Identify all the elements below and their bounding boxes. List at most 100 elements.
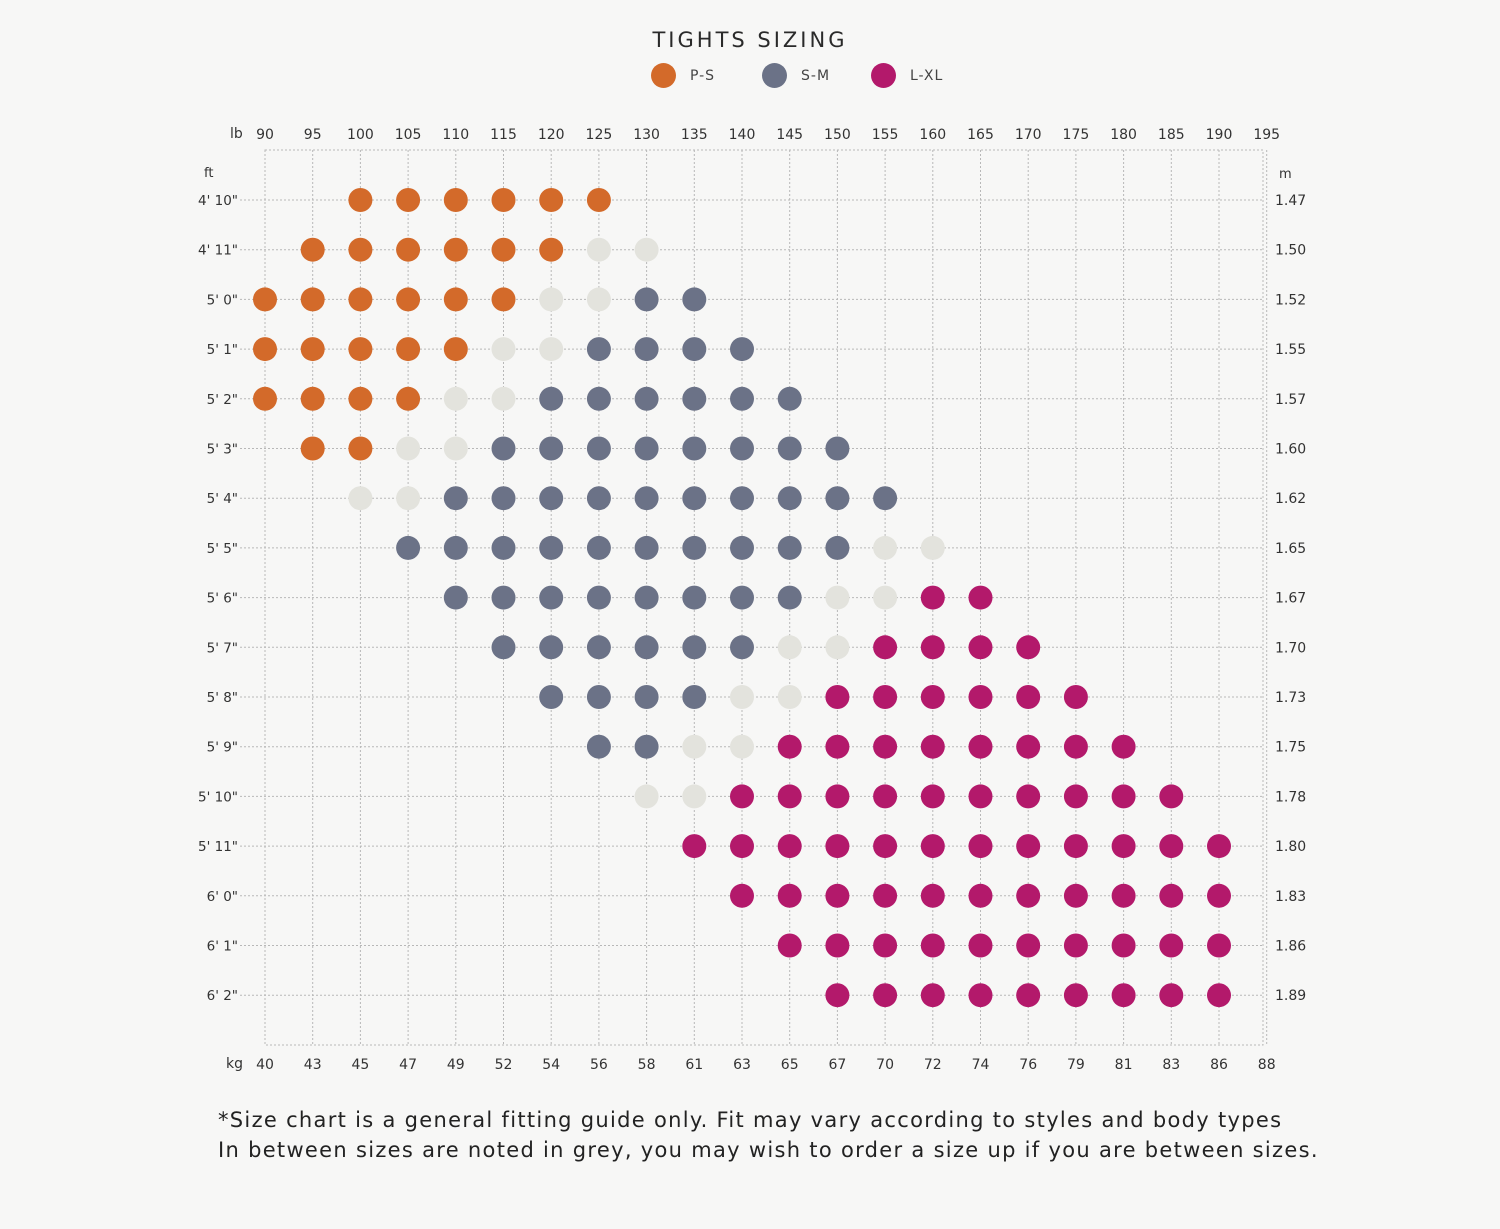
y-tick-label-m: 1.57: [1275, 392, 1306, 408]
sm-dot: [491, 436, 516, 461]
between-sizes-dot: [873, 585, 898, 610]
lxl-dot: [1016, 784, 1041, 809]
y-tick-label-ft: 5' 1": [207, 342, 238, 358]
sm-dot: [682, 585, 707, 610]
sm-dot: [491, 535, 516, 560]
lxl-dot: [777, 883, 802, 908]
ps-dot: [396, 337, 421, 362]
sm-dot: [586, 535, 611, 560]
legend-item-lxl: L-XL: [871, 63, 943, 88]
between-sizes-dot: [730, 685, 754, 709]
x-tick-label-lb: 115: [490, 127, 517, 143]
x-unit-bottom: kg: [226, 1056, 243, 1072]
between-sizes-dot: [634, 237, 659, 262]
lxl-dot: [1207, 983, 1231, 1008]
y-tick-label-ft: 6' 2": [207, 988, 238, 1004]
y-tick-label-m: 1.75: [1275, 740, 1306, 756]
sm-dot: [539, 585, 564, 610]
lxl-dot: [730, 883, 754, 908]
x-tick-label-lb: 160: [919, 127, 946, 143]
lxl-dot: [920, 834, 945, 859]
sm-dot: [539, 486, 564, 511]
lxl-dot: [1016, 983, 1041, 1008]
chart-title: TIGHTS SIZING: [652, 28, 848, 52]
lxl-dot: [968, 883, 993, 908]
lxl-dot: [873, 933, 898, 958]
sm-dot: [586, 635, 611, 660]
sm-dot: [491, 585, 516, 610]
lxl-dot: [825, 883, 850, 908]
y-tick-label-m: 1.73: [1275, 690, 1306, 706]
x-tick-label-lb: 95: [304, 127, 322, 143]
x-tick-label-lb: 195: [1253, 127, 1280, 143]
sm-dot: [634, 734, 659, 759]
lxl-dot: [920, 685, 945, 709]
sm-dot: [825, 486, 850, 511]
lxl-dot: [1159, 834, 1184, 859]
sm-dot: [730, 535, 754, 560]
legend-label-lxl: L-XL: [910, 67, 944, 84]
between-sizes-dot: [396, 486, 421, 511]
x-tick-label-kg: 45: [351, 1057, 369, 1073]
x-tick-label-lb: 105: [395, 127, 422, 143]
sm-dot: [873, 486, 898, 511]
sm-dot: [586, 585, 611, 610]
ps-dot: [300, 337, 325, 362]
x-tick-label-lb: 170: [1015, 127, 1042, 143]
lxl-dot: [682, 834, 707, 859]
x-unit-top: lb: [230, 126, 243, 142]
lxl-dot: [730, 834, 754, 859]
lxl-dot: [777, 933, 802, 958]
lxl-dot: [1159, 883, 1184, 908]
y-tick-label-ft: 4' 11": [198, 243, 238, 259]
lxl-dot: [920, 734, 945, 759]
between-sizes-dot: [586, 287, 611, 312]
lxl-dot: [920, 933, 945, 958]
lxl-dot: [825, 685, 850, 709]
lxl-dot: [873, 685, 898, 709]
y-tick-label-ft: 5' 4": [207, 491, 238, 507]
x-tick-label-lb: 155: [872, 127, 899, 143]
sm-dot: [682, 535, 707, 560]
ps-dot: [443, 287, 468, 312]
sm-dot: [682, 685, 707, 709]
lxl-dot: [873, 883, 898, 908]
sm-dot: [586, 486, 611, 511]
sm-dot: [491, 486, 516, 511]
legend-swatch-sm: [762, 63, 787, 88]
lxl-dot: [968, 635, 993, 660]
ps-dot: [348, 337, 373, 362]
lxl-dot: [1016, 883, 1041, 908]
y-tick-label-ft: 5' 8": [207, 690, 238, 706]
lxl-dot: [873, 834, 898, 859]
y-tick-label-m: 1.62: [1275, 491, 1306, 507]
x-tick-label-lb: 150: [824, 127, 851, 143]
between-sizes-dot: [873, 535, 898, 560]
y-tick-label-ft: 5' 0": [207, 292, 238, 308]
y-unit-left: ft: [204, 166, 213, 181]
between-sizes-dot: [777, 635, 802, 660]
lxl-dot: [1207, 834, 1231, 859]
sm-dot: [730, 585, 754, 610]
x-tick-label-kg: 88: [1258, 1057, 1276, 1073]
y-tick-label-m: 1.47: [1275, 193, 1306, 209]
sm-dot: [634, 486, 659, 511]
between-sizes-dot: [539, 287, 564, 312]
x-tick-label-lb: 100: [347, 127, 374, 143]
sm-dot: [634, 337, 659, 362]
lxl-dot: [873, 635, 898, 660]
lxl-dot: [825, 734, 850, 759]
lxl-dot: [1063, 883, 1088, 908]
sm-dot: [825, 436, 850, 461]
between-sizes-dot: [443, 386, 468, 411]
ps-dot: [443, 188, 468, 212]
sm-dot: [634, 386, 659, 411]
x-tick-label-kg: 63: [733, 1057, 751, 1073]
x-tick-label-kg: 43: [304, 1057, 322, 1073]
footnote-line-1: *Size chart is a general fitting guide o…: [218, 1108, 1283, 1132]
y-tick-label-m: 1.70: [1275, 640, 1306, 656]
between-sizes-dot: [682, 784, 707, 809]
sm-dot: [586, 734, 611, 759]
lxl-dot: [1111, 883, 1136, 908]
y-tick-label-ft: 5' 2": [207, 392, 238, 408]
